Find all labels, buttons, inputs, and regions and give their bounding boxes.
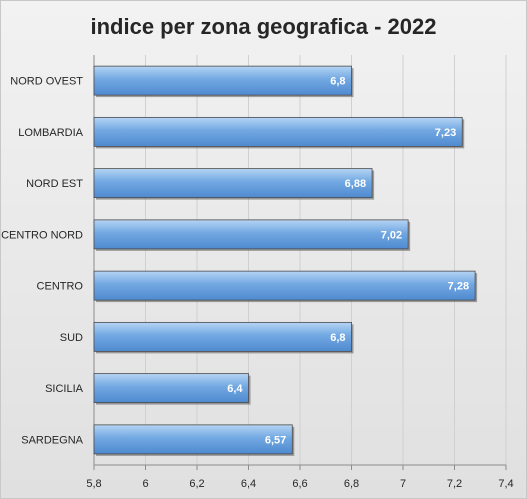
chart-title: indice per zona geografica - 2022 <box>90 14 437 39</box>
data-label: 6,57 <box>265 434 286 446</box>
category-label: CENTRO NORD <box>1 229 83 241</box>
x-tick-label: 5,8 <box>86 478 101 490</box>
bar <box>93 373 249 404</box>
bar <box>93 116 463 147</box>
x-tick-label: 6,4 <box>241 478 256 490</box>
bar <box>93 424 293 455</box>
bar <box>93 321 352 352</box>
data-label: 6,8 <box>330 76 345 88</box>
category-label: NORD OVEST <box>10 76 83 88</box>
bar <box>93 219 409 250</box>
category-label: LOMBARDIA <box>18 127 83 139</box>
x-tick-label: 6,6 <box>292 478 307 490</box>
data-label: 7,28 <box>448 281 469 293</box>
category-label: SICILIA <box>45 383 84 395</box>
bar <box>93 270 476 301</box>
bar <box>93 168 373 199</box>
category-label: CENTRO <box>37 281 84 293</box>
bar <box>93 65 352 96</box>
data-label: 7,23 <box>435 127 456 139</box>
category-label: NORD EST <box>26 178 83 190</box>
x-tick-label: 6,8 <box>344 478 359 490</box>
data-label: 6,88 <box>345 178 366 190</box>
data-label: 7,02 <box>381 229 402 241</box>
category-label: SARDEGNA <box>21 434 83 446</box>
data-label: 6,8 <box>330 332 345 344</box>
x-tick-label: 7 <box>400 478 406 490</box>
x-tick-label: 7,4 <box>498 478 513 490</box>
x-tick-label: 7,2 <box>447 478 462 490</box>
x-tick-label: 6 <box>142 478 148 490</box>
x-tick-label: 6,2 <box>189 478 204 490</box>
category-label: SUD <box>60 332 83 344</box>
data-label: 6,4 <box>227 383 243 395</box>
